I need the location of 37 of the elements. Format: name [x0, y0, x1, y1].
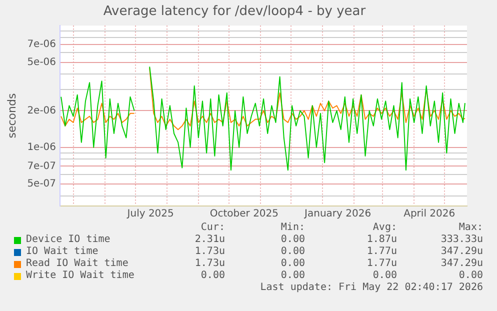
text: 1.77u: [366, 246, 397, 258]
text: 1.87u: [366, 234, 397, 246]
x-tick-label: July 2025: [126, 208, 174, 220]
text: 0.00: [200, 270, 225, 282]
y-tick-label: 7e-06: [27, 39, 56, 50]
legend-label: IO Wait time: [26, 246, 98, 258]
text: 0.00: [280, 246, 305, 258]
text: 0.00: [280, 234, 305, 246]
legend-label: Device IO time: [26, 234, 110, 246]
y-tick-label: 7e-07: [27, 160, 56, 172]
text: 2.31u: [194, 234, 225, 246]
text: Min:: [280, 222, 305, 234]
y-axis-title: seconds: [5, 93, 18, 138]
y-tick-label: 2e-06: [27, 105, 56, 116]
text: 347.29u: [440, 246, 483, 258]
chart-title: Average latency for /dev/loop4 - by year: [103, 4, 366, 20]
text: 0.00: [372, 270, 397, 282]
text: 333.33u: [440, 234, 483, 246]
legend-label: Write IO Wait time: [26, 270, 134, 282]
text: 1.73u: [194, 258, 225, 270]
text: 0.00: [280, 270, 305, 282]
legend-label: Read IO Wait time: [26, 258, 128, 270]
y-tick-label: 5e-06: [27, 56, 56, 68]
y-tick-label: 1e-06: [27, 142, 56, 153]
text: 0.00: [458, 270, 483, 282]
x-tick-label: October 2025: [210, 208, 279, 220]
text: Avg:: [372, 222, 397, 234]
text: Max:: [458, 222, 483, 234]
y-tick-label: 5e-07: [27, 178, 56, 190]
text: 0.00: [280, 258, 305, 270]
x-tick-label: April 2026: [404, 208, 456, 220]
text: 1.77u: [366, 258, 397, 270]
text: Cur:: [200, 222, 225, 234]
text: Last update: Fri May 22 02:40:17 2026: [260, 282, 483, 294]
text: 1.73u: [194, 246, 225, 258]
text: 347.29u: [440, 258, 483, 270]
x-tick-label: January 2026: [304, 208, 372, 220]
